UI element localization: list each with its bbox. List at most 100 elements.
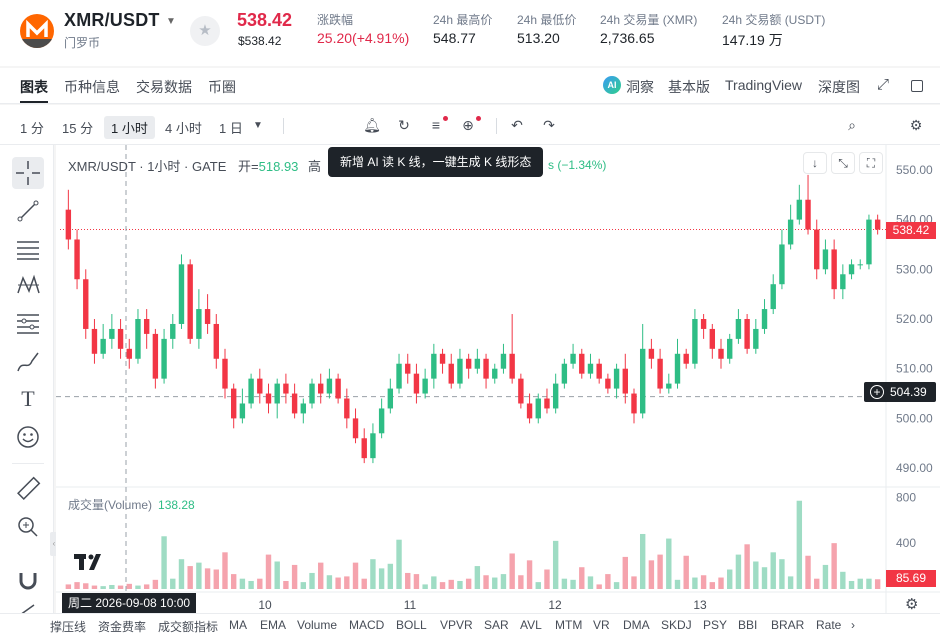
indicator-7[interactable]: BOLL: [396, 618, 427, 632]
indicator-6[interactable]: MACD: [349, 618, 385, 632]
tab-trade-data[interactable]: 交易数据: [136, 79, 192, 95]
coin-name: 门罗币: [64, 36, 101, 50]
volume-bar: [352, 562, 359, 589]
expand-icon[interactable]: ⤢: [877, 76, 890, 93]
tab-insight[interactable]: 洞察: [626, 79, 654, 95]
alert-icon[interactable]: 🔔︎: [363, 117, 381, 133]
indicator-3[interactable]: MA: [229, 618, 247, 632]
pattern-tool-icon[interactable]: [12, 269, 44, 301]
indicator-14[interactable]: SKDJ: [661, 618, 692, 632]
redo-icon[interactable]: ↷: [543, 117, 555, 133]
tab-basic[interactable]: 基本版: [668, 79, 710, 95]
volume-bar: [866, 578, 872, 589]
tab-coin-info[interactable]: 币种信息: [64, 79, 120, 95]
candle-body: [83, 279, 89, 329]
volume-bar: [318, 562, 324, 589]
scroll-latest-icon[interactable]: ↓: [803, 152, 827, 174]
crosshair-tool-icon[interactable]: [12, 157, 44, 189]
volume-bar: [230, 574, 237, 589]
magnet-icon[interactable]: [12, 563, 44, 595]
candlestick-chart[interactable]: 550.00540.00530.00520.00510.00500.00490.…: [56, 145, 940, 615]
pair-dropdown-icon[interactable]: ▼: [166, 16, 176, 27]
timeframe-1m[interactable]: 1 分: [20, 121, 44, 136]
chart-legend: XMR/USDT · 1小时 · GATE 开=518.93 高: [68, 156, 321, 175]
favorite-star-icon[interactable]: ★: [190, 16, 220, 46]
volume-bar: [65, 584, 72, 589]
timeframe-15m[interactable]: 15 分: [62, 121, 94, 136]
indicator-2[interactable]: 成交额指标: [158, 620, 219, 634]
volume-bar: [439, 582, 446, 589]
brush-tool-icon[interactable]: [12, 345, 44, 377]
tab-depth[interactable]: 深度图: [818, 79, 860, 95]
candle-body: [727, 338, 733, 359]
horizontal-lines-tool-icon[interactable]: [12, 233, 44, 265]
volume-bar: [387, 563, 394, 589]
trendline-tool-icon[interactable]: [12, 195, 44, 227]
candle-body: [700, 319, 707, 329]
indicator-17[interactable]: BRAR: [771, 618, 805, 632]
indicator-15[interactable]: PSY: [703, 618, 728, 632]
chart-area[interactable]: 550.00 540.00 530.00 520.00 510.00 500.00 490.…: [56, 145, 940, 615]
indicator-13[interactable]: DMA: [623, 618, 650, 632]
add-icon[interactable]: ⊕: [462, 117, 474, 133]
volume-bar: [326, 575, 333, 589]
crosshair-price-value: 504.39: [890, 385, 927, 399]
volume-last-tag: 85.69: [886, 570, 936, 587]
collapse-chart-icon[interactable]: ⤡: [831, 152, 855, 174]
replay-icon[interactable]: ↻: [398, 117, 410, 133]
chart-settings-icon[interactable]: ⚙: [905, 596, 919, 613]
indicator-11[interactable]: MTM: [555, 618, 583, 632]
indicator-16[interactable]: BBI: [738, 618, 758, 632]
ai-kline-icon[interactable]: ≡: [431, 117, 441, 133]
emoji-tool-icon[interactable]: [12, 421, 44, 453]
volume-bar: [857, 578, 863, 589]
toolbar-collapse-icon[interactable]: ‹: [50, 532, 58, 556]
window-mode-icon[interactable]: [911, 80, 923, 92]
zoom-in-icon[interactable]: [12, 511, 44, 543]
tab-chart[interactable]: 图表: [20, 79, 48, 95]
candle-body: [622, 368, 628, 394]
indicator-9[interactable]: SAR: [484, 618, 509, 632]
undo-icon[interactable]: ↶: [511, 117, 523, 133]
search-icon[interactable]: ⌕: [848, 117, 856, 133]
timeframe-dropdown-icon[interactable]: ▼: [253, 120, 263, 131]
timeframe-1h[interactable]: 1 小时: [104, 116, 155, 139]
change-fragment: s (−1.34%): [548, 158, 607, 172]
volume-bar: [561, 578, 568, 589]
settings-icon[interactable]: ⚙: [909, 117, 923, 133]
indicator-more-icon[interactable]: ›: [851, 618, 855, 632]
candle-body: [387, 388, 394, 409]
indicator-18[interactable]: Rate: [816, 618, 842, 632]
indicator-0[interactable]: 撑压线: [50, 620, 87, 634]
tab-community[interactable]: 币圈: [208, 79, 236, 95]
candle-body: [613, 368, 620, 389]
candle-body: [170, 323, 176, 339]
ai-kline-tooltip: 新增 AI 读 K 线，一键生成 K 线形态: [328, 147, 544, 177]
indicator-1[interactable]: 资金费率: [98, 620, 147, 634]
timeframe-4h[interactable]: 4 小时: [165, 121, 202, 136]
indicator-8[interactable]: VPVR: [440, 618, 473, 632]
fullscreen-icon[interactable]: ⛶: [859, 152, 883, 174]
indicator-4[interactable]: EMA: [260, 618, 287, 632]
crosshair-time-label: 周二 2026-09-08 10:00: [62, 593, 197, 614]
candle-body: [457, 358, 463, 384]
crosshair-price-tag[interactable]: +504.39: [864, 382, 936, 402]
volume-bar: [692, 577, 698, 589]
pair-name[interactable]: XMR/USDT: [64, 10, 160, 30]
indicator-5[interactable]: Volume: [297, 618, 338, 632]
candle-body: [274, 383, 280, 404]
volume-bar: [378, 568, 385, 589]
text-tool-icon[interactable]: T: [21, 386, 35, 411]
indicator-12[interactable]: VR: [593, 618, 610, 632]
candle-body: [91, 328, 98, 354]
chart-tabs-bar: 图表 币种信息 交易数据 币圈 AI 洞察 基本版 TradingView 深度…: [0, 68, 940, 104]
candle-body: [230, 388, 237, 419]
ruler-tool-icon[interactable]: [12, 473, 44, 505]
timeframe-1d[interactable]: 1 日: [219, 121, 243, 136]
fibonacci-tool-icon[interactable]: [12, 307, 44, 339]
candle-body: [265, 393, 272, 404]
tab-tradingview[interactable]: TradingView: [725, 77, 803, 93]
indicator-10[interactable]: AVL: [520, 618, 542, 632]
candle-body: [291, 393, 298, 414]
volume-bar: [666, 538, 672, 589]
